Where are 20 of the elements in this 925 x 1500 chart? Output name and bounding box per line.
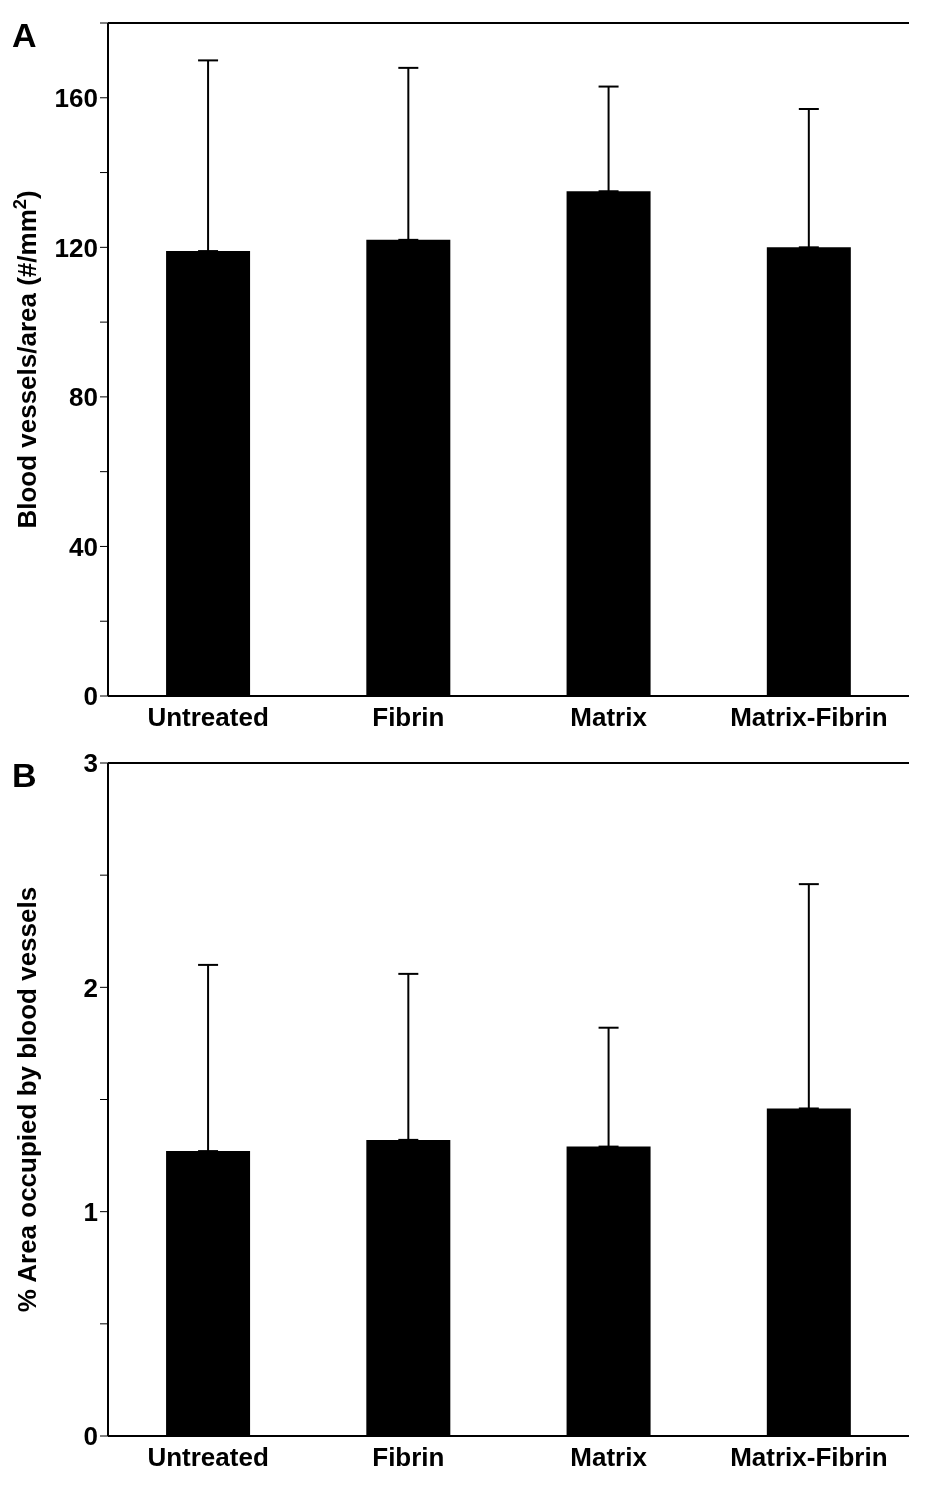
x-tick-label: Untreated <box>147 1442 269 1473</box>
x-tick-label: Matrix <box>570 702 648 733</box>
y-tick-label: 0 <box>83 681 98 712</box>
y-tick-label: 2 <box>83 972 98 1003</box>
x-tick-label: Untreated <box>147 702 269 733</box>
y-tick-label: 160 <box>54 83 98 114</box>
text: A <box>12 16 37 55</box>
y-tick-label: 1 <box>83 1196 98 1227</box>
x-tick-label: Fibrin <box>372 1442 445 1473</box>
y-tick-label: 80 <box>69 382 98 413</box>
x-tick-label: Fibrin <box>372 702 445 733</box>
y-axis-title: % Area occupied by blood vessels <box>12 886 42 1313</box>
x-tick-label: Matrix <box>570 1442 648 1473</box>
text: B <box>12 756 37 795</box>
x-tick-label: Matrix-Fibrin <box>730 702 888 733</box>
y-tick-label: 0 <box>83 1421 98 1452</box>
x-tick-label: Matrix-Fibrin <box>730 1442 888 1473</box>
y-tick-label: 120 <box>54 232 98 263</box>
y-tick-label: 40 <box>69 531 98 562</box>
y-tick-label: 3 <box>83 748 98 779</box>
